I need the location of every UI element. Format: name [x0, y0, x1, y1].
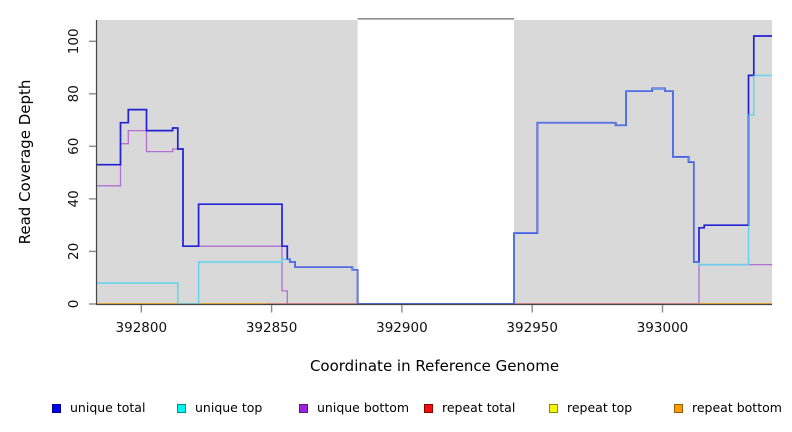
y-tick-label: 60 — [66, 138, 82, 155]
legend: unique total unique top unique bottom repea… — [0, 398, 792, 428]
legend-label: repeat total — [442, 400, 516, 415]
legend-item-unique-top: unique top — [177, 398, 262, 418]
legend-item-repeat-total: repeat total — [424, 398, 515, 418]
legend-swatch-repeat-bottom — [674, 403, 683, 413]
y-tick-label: 40 — [66, 190, 82, 207]
y-tick-label: 0 — [66, 300, 82, 309]
legend-label: repeat bottom — [692, 400, 782, 415]
legend-label: repeat top — [567, 400, 633, 415]
y-axis-title: Read Coverage Depth — [16, 80, 34, 245]
legend-swatch-unique-top — [177, 403, 186, 413]
unique-top-overlap-highlight — [97, 74, 772, 305]
legend-swatch-repeat-top — [549, 403, 558, 413]
uncovered-region — [357, 20, 514, 304]
x-tick-label: 392850 — [246, 320, 298, 336]
x-tick-label: 392800 — [116, 320, 168, 336]
legend-label: unique total — [70, 400, 146, 415]
legend-item-repeat-bottom: repeat bottom — [674, 398, 782, 418]
legend-swatch-repeat-total — [424, 403, 433, 413]
legend-item-unique-bottom: unique bottom — [299, 398, 409, 418]
y-tick-label: 80 — [66, 85, 82, 102]
x-tick-label: 392900 — [376, 320, 428, 336]
y-tick-label: 20 — [66, 243, 82, 260]
legend-item-unique-total: unique total — [52, 398, 145, 418]
x-tick-label: 392950 — [506, 320, 558, 336]
y-tick-label: 100 — [66, 28, 82, 54]
x-axis-title: Coordinate in Reference Genome — [310, 357, 559, 375]
x-tick-label: 393000 — [637, 320, 689, 336]
plot-area: 392800 392850 392900 392950 393000 0 20 40 60 80 1… — [66, 17, 772, 336]
legend-item-repeat-top: repeat top — [549, 398, 632, 418]
legend-swatch-unique-bottom — [299, 403, 308, 413]
legend-label: unique bottom — [317, 400, 410, 415]
legend-swatch-unique-total — [52, 403, 61, 413]
legend-label: unique top — [195, 400, 263, 415]
